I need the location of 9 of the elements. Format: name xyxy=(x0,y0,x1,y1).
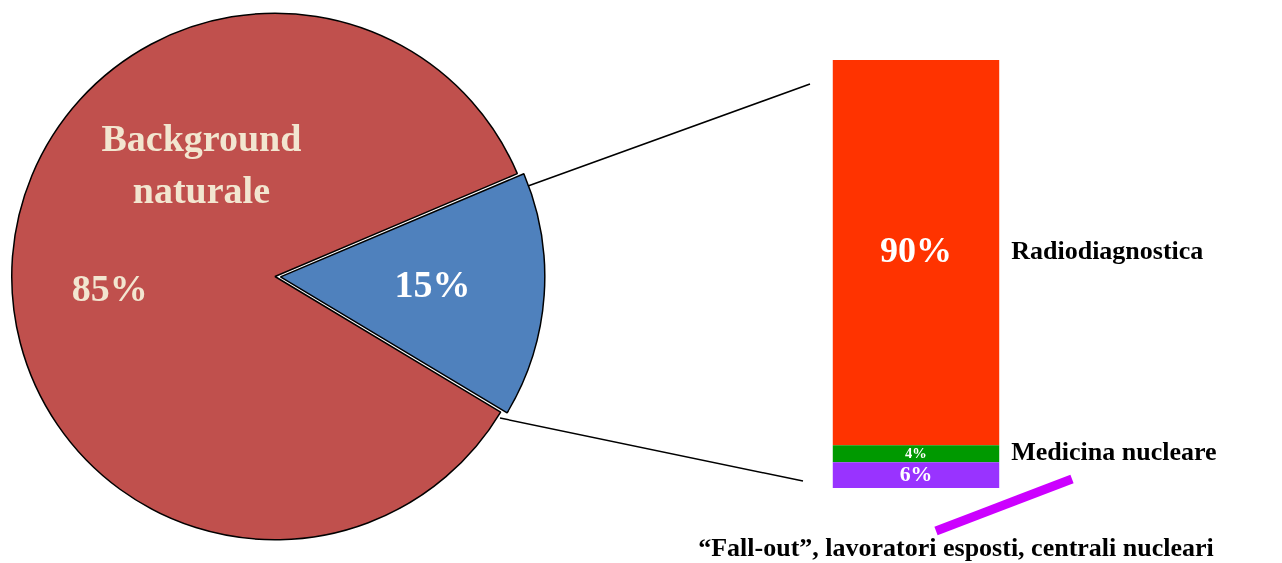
series-label: Radiodiagnostica xyxy=(1011,236,1204,266)
data-label: 6% xyxy=(899,461,933,486)
series-label: Medicina nucleare xyxy=(1011,437,1217,467)
data-label: 85% xyxy=(71,267,148,310)
data-label: 4% xyxy=(905,444,927,461)
text: “Fall-out”, lavoratori esposti, centrali nucleari xyxy=(698,532,1214,562)
data-label: 15% xyxy=(394,263,471,306)
data-label: 90% xyxy=(880,229,952,270)
slice-label: Background naturale xyxy=(101,117,302,212)
